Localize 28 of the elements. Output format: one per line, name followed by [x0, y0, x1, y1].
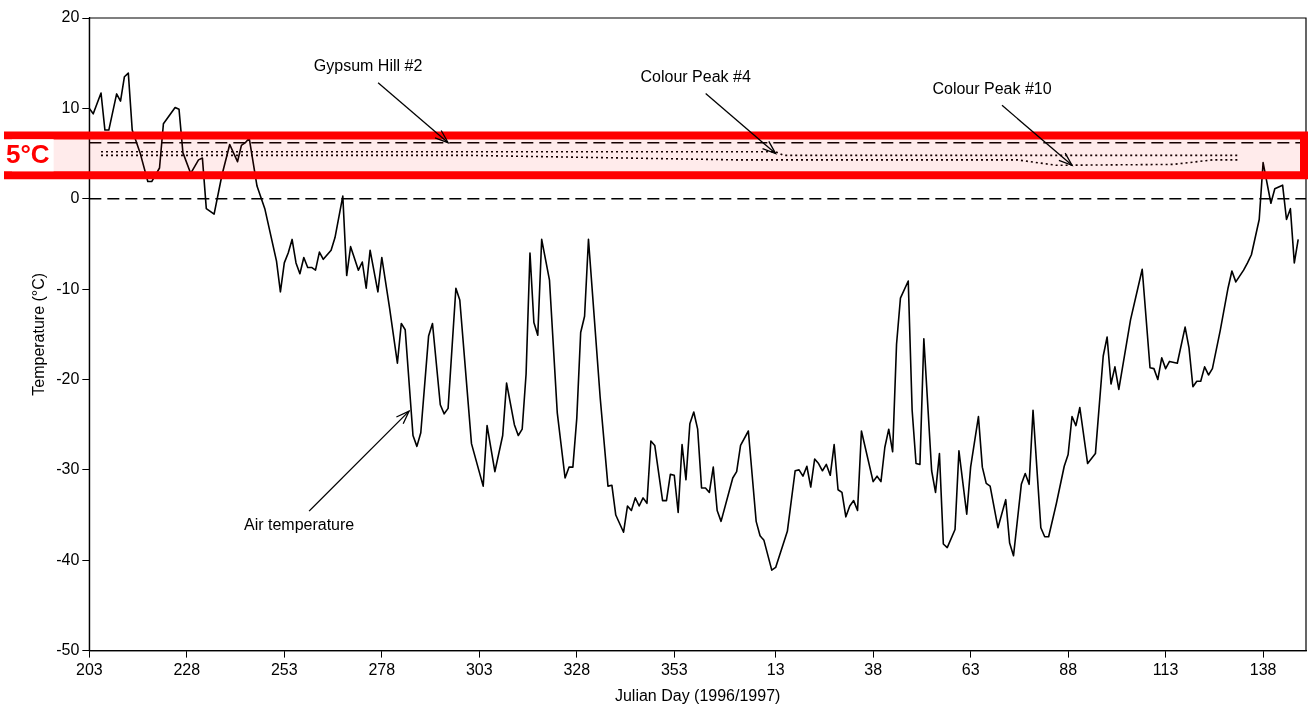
- y-tick-label: -30: [56, 460, 80, 478]
- x-tick-label: 138: [1249, 660, 1277, 678]
- y-tick-label: -50: [56, 641, 80, 659]
- x-tick-label: 353: [660, 660, 688, 678]
- y-tick-label: -10: [56, 279, 80, 297]
- x-tick-label: 88: [1059, 660, 1078, 678]
- y-tick-label: -40: [56, 550, 80, 568]
- y-axis-title: Temperature (°C): [30, 272, 48, 396]
- x-tick-label: 63: [961, 660, 980, 678]
- annotation: Colour Peak #10: [932, 79, 1052, 97]
- annotation: Air temperature: [243, 515, 355, 533]
- annotation: Gypsum Hill #2: [313, 57, 423, 75]
- x-axis-title: Julian Day (1996/1997): [614, 686, 781, 704]
- y-tick-label: -20: [56, 369, 80, 387]
- y-tick-label: 0: [70, 189, 80, 207]
- x-tick-label: 303: [465, 660, 493, 678]
- x-tick-label: 228: [173, 660, 201, 678]
- x-tick-label: 13: [766, 660, 785, 678]
- y-tick-label: 20: [61, 8, 80, 26]
- y-tick-label: 10: [61, 98, 80, 116]
- x-tick-label: 278: [368, 660, 396, 678]
- annotation: Colour Peak #4: [640, 67, 751, 85]
- x-tick-label: 253: [270, 660, 298, 678]
- x-tick-label: 203: [75, 660, 103, 678]
- x-tick-label: 113: [1152, 660, 1179, 678]
- x-tick-label: 38: [864, 660, 883, 678]
- band-label: 5°C: [6, 138, 50, 169]
- x-tick-label: 328: [563, 660, 591, 678]
